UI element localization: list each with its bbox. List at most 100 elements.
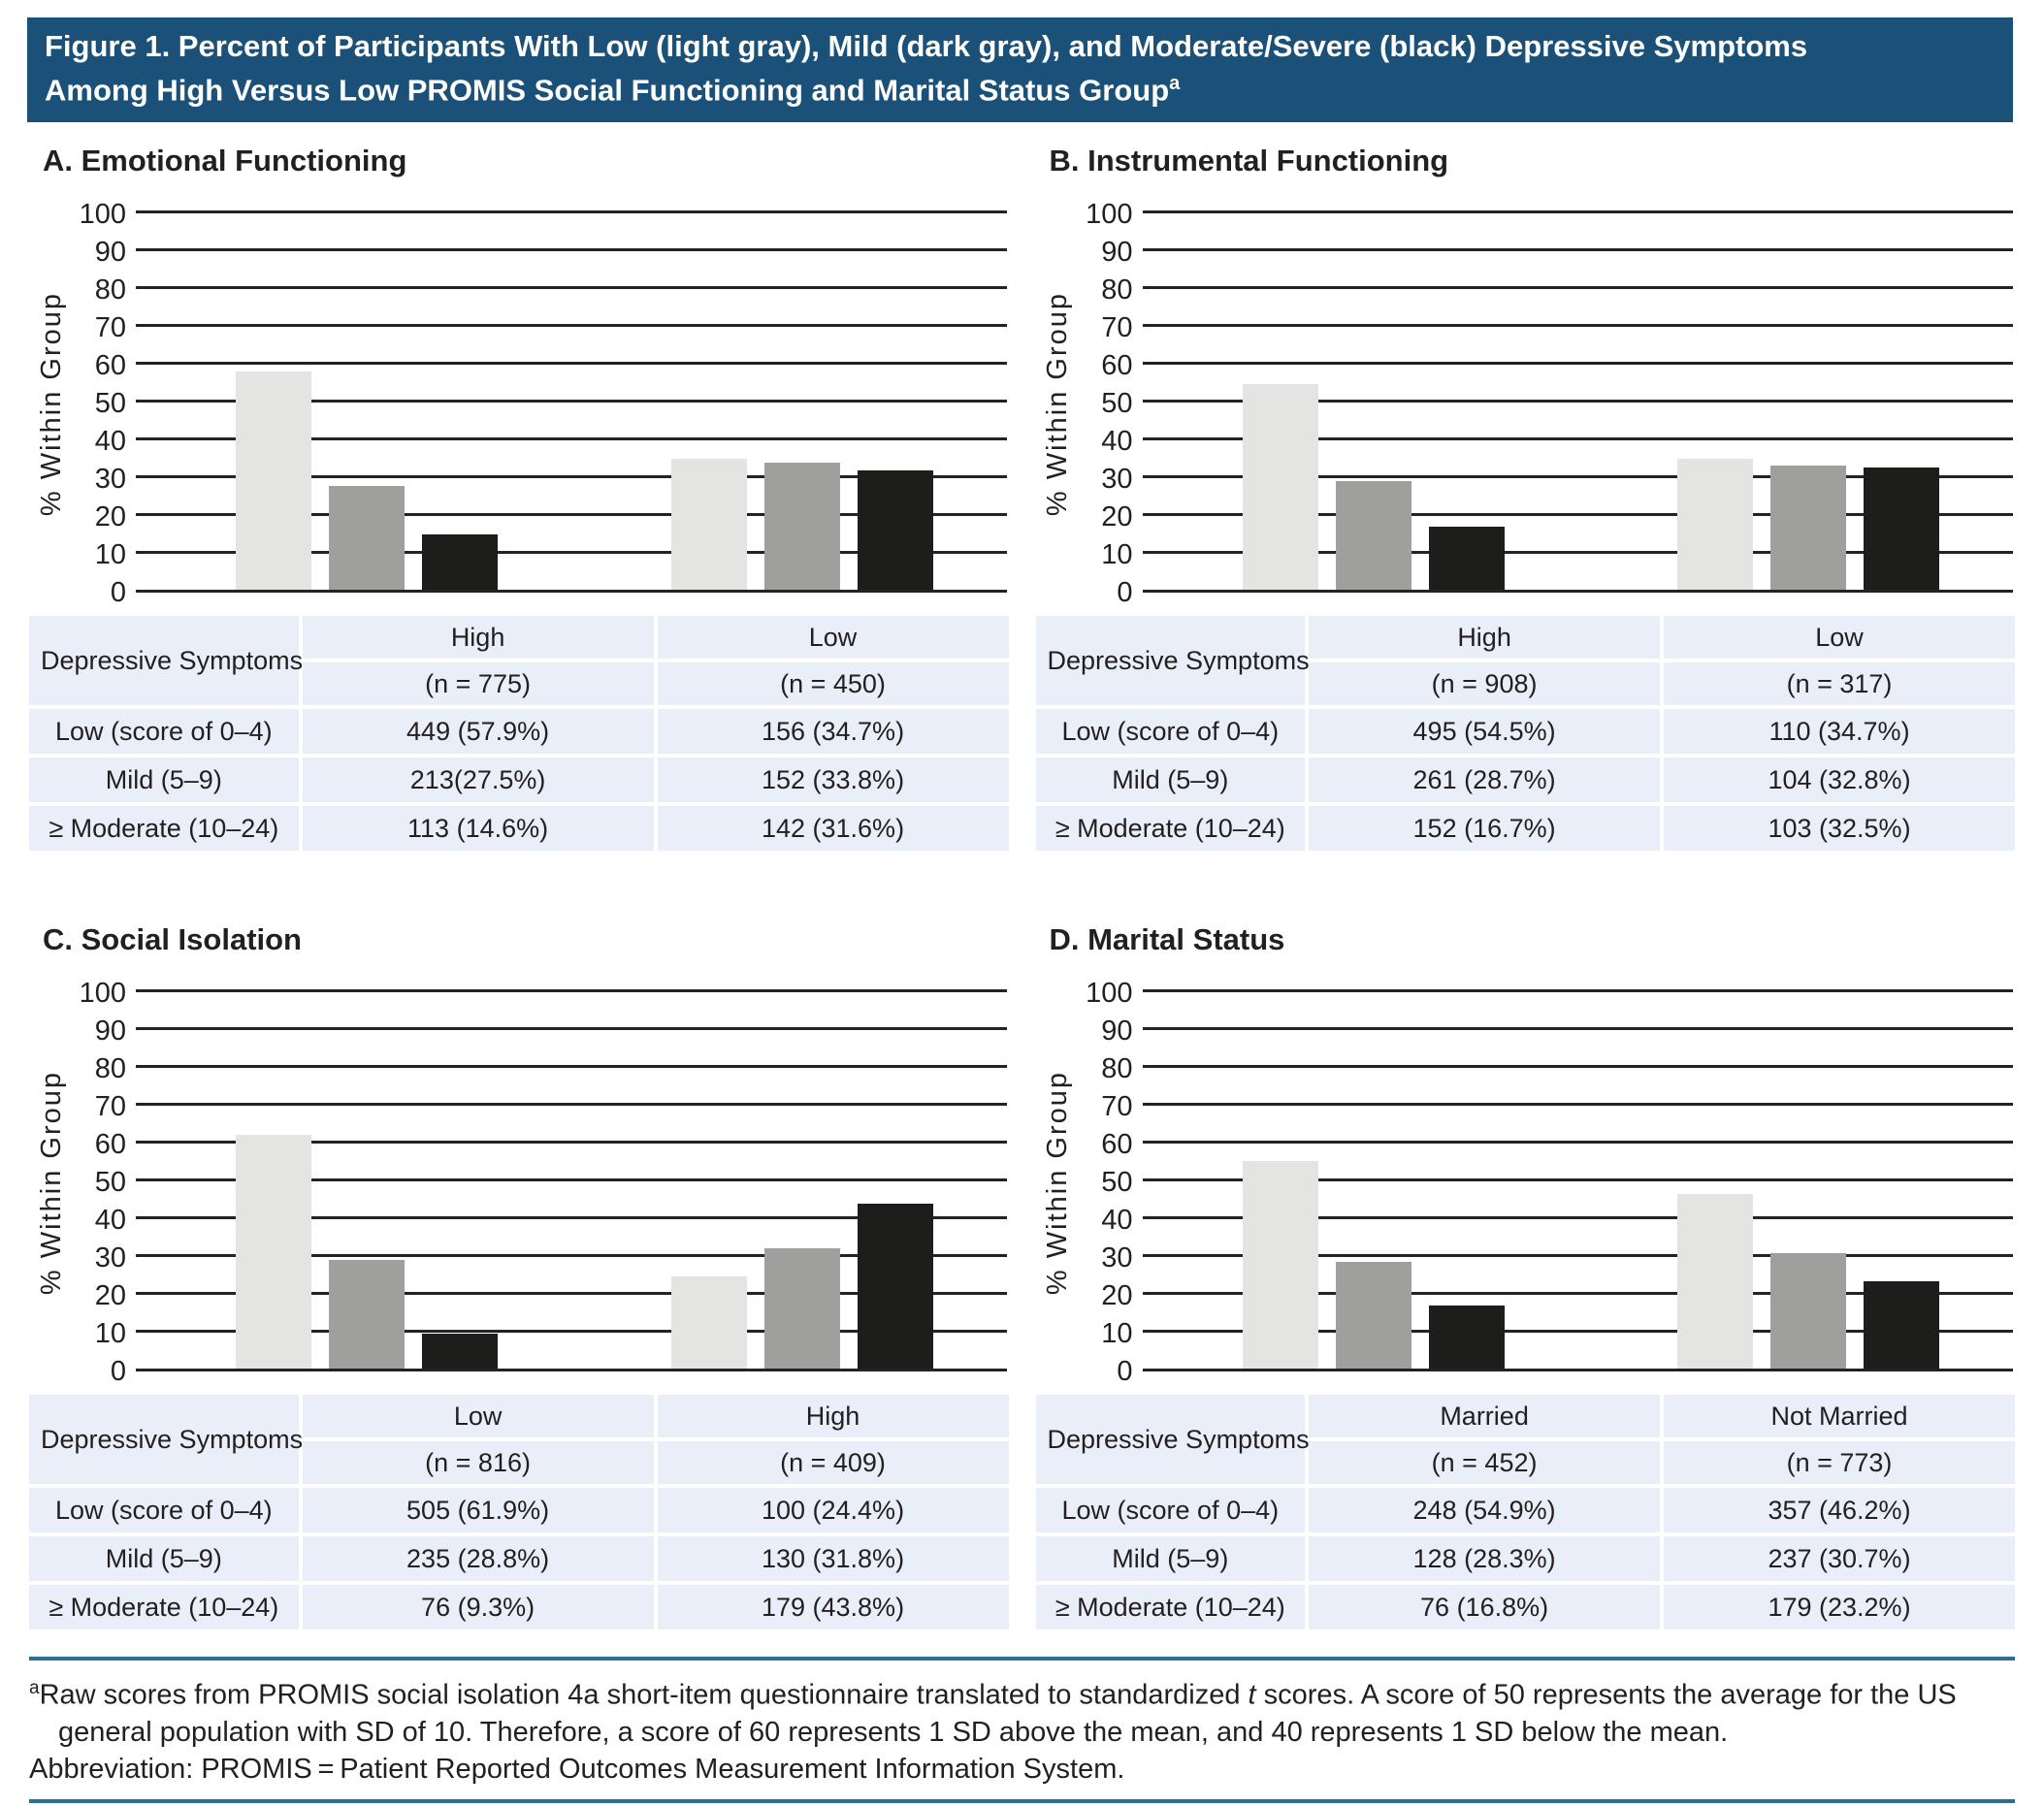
gridline: [1142, 474, 2013, 478]
bar-group-low: [670, 459, 933, 591]
gridline: [1142, 210, 2013, 213]
table-row-label: Mild (5–9): [1035, 1536, 1306, 1582]
y-tick-label: 60: [1101, 350, 1133, 382]
table-cell: 179 (23.2%): [1664, 1585, 2015, 1630]
bar-high-mild: [1335, 481, 1411, 591]
bar-not-married-mild: [1770, 1252, 1847, 1370]
bar-low-mild: [1770, 466, 1847, 591]
gridline: [1142, 247, 2013, 251]
y-tick-label: 10: [94, 1318, 126, 1350]
y-tick-label: 40: [1101, 426, 1133, 458]
bar-low-moderate/severe: [857, 470, 933, 591]
bar-group-high: [236, 371, 499, 591]
y-tick-label: 90: [94, 237, 126, 269]
summary-table: Depressive Symptoms High Low (n = 908) (…: [1035, 616, 2015, 852]
bar-low-mild: [329, 1260, 406, 1370]
y-tick-label: 80: [94, 274, 126, 306]
table-col-header: High: [302, 616, 654, 660]
table-row-label: Low (score of 0–4): [29, 709, 299, 755]
bar-high-low: [1242, 383, 1318, 591]
table-cell: 100 (24.4%): [657, 1488, 1009, 1533]
bar-low-moderate/severe: [1864, 467, 1940, 591]
y-tick-label: 80: [1101, 1053, 1133, 1085]
gridline: [1142, 1177, 2013, 1181]
table-cell: 179 (43.8%): [657, 1585, 1009, 1630]
bar-chart: % Within Group 0 10 20 30 40 50 60 70 80 90 100: [29, 978, 1009, 1387]
y-tick-label: 70: [1101, 1091, 1133, 1123]
bar-group-high: [1242, 383, 1505, 591]
table-col-n: (n = 908): [1309, 662, 1661, 706]
y-axis-title-column: % Within Group: [29, 214, 74, 593]
plot-area: [136, 210, 1007, 594]
y-axis-title-column: % Within Group: [1036, 993, 1081, 1371]
panel-title: A. Emotional Functioning: [43, 144, 407, 178]
table-col-header: High: [657, 1395, 1009, 1438]
bar-low-low: [236, 1134, 312, 1370]
gridline: [1142, 1064, 2013, 1068]
table-corner-header: Depressive Symptoms: [1035, 616, 1310, 706]
gridline: [1142, 512, 2013, 516]
bar-group-married: [1242, 1161, 1505, 1370]
table-col-n: (n = 816): [302, 1441, 654, 1485]
gridline: [136, 1291, 1007, 1295]
y-tick-label: 100: [79, 199, 126, 231]
y-tick-label: 20: [1101, 1280, 1133, 1312]
panel-a-emotional-functioning: A. Emotional Functioning % Within Group …: [29, 144, 1009, 852]
gridline: [136, 1140, 1007, 1144]
plot-area: [1142, 988, 2013, 1372]
table-row-label: Low (score of 0–4): [1035, 1488, 1306, 1533]
gridline: [136, 550, 1007, 554]
table-col-n: (n = 409): [657, 1441, 1009, 1485]
y-tick-label: 50: [1101, 1167, 1133, 1199]
gridline: [136, 474, 1007, 478]
table-corner-header: Depressive Symptoms: [1035, 1395, 1310, 1485]
gridline: [136, 399, 1007, 403]
y-tick-label: 60: [1101, 1129, 1133, 1161]
footnote-text: aRaw scores from PROMIS social isolation…: [29, 1661, 2015, 1799]
bar-group-low: [1677, 459, 1940, 591]
gridline: [1142, 1140, 2013, 1144]
footnote-line-1: aRaw scores from PROMIS social isolation…: [29, 1678, 1957, 1711]
y-axis-title: % Within Group: [35, 1070, 67, 1295]
gridline: [1142, 1329, 2013, 1333]
panel-title: B. Instrumental Functioning: [1049, 144, 1449, 178]
table-col-header: High: [1309, 616, 1661, 660]
y-tick-label: 0: [1117, 577, 1133, 609]
y-axis-title: % Within Group: [1042, 1070, 1073, 1295]
table-cell: 110 (34.7%): [1664, 709, 2015, 755]
bar-low-low: [670, 459, 747, 591]
table-corner-header: Depressive Symptoms: [29, 1395, 303, 1485]
y-tick-label: 30: [94, 1242, 126, 1274]
summary-table: Depressive Symptoms Married Not Married …: [1035, 1395, 2015, 1630]
y-axis-title: % Within Group: [1042, 291, 1073, 516]
y-tick-label: 70: [94, 312, 126, 344]
y-tick-label: 20: [1101, 501, 1133, 533]
plot-area: [136, 988, 1007, 1372]
bar-high-moderate/severe: [422, 534, 499, 591]
bar-chart: % Within Group 0 10 20 30 40 50 60 70 80 90 100: [1036, 199, 2016, 608]
table-cell: 130 (31.8%): [657, 1536, 1009, 1582]
table-col-header: Low: [302, 1395, 654, 1438]
gridline: [136, 1064, 1007, 1068]
bar-high-moderate/severe: [857, 1203, 933, 1370]
y-tick-label: 10: [94, 539, 126, 571]
bar-chart: % Within Group 0 10 20 30 40 50 60 70 80 90 100: [29, 199, 1009, 608]
gridline: [1142, 436, 2013, 440]
panel-title: D. Marital Status: [1049, 922, 1285, 957]
bar-married-moderate/severe: [1428, 1305, 1505, 1370]
table-cell: 76 (9.3%): [302, 1585, 654, 1630]
table-row-label: ≥ Moderate (10–24): [1035, 1585, 1306, 1630]
table-row-label: ≥ Moderate (10–24): [29, 1585, 299, 1630]
bar-not-married-moderate/severe: [1864, 1280, 1940, 1370]
panel-grid: A. Emotional Functioning % Within Group …: [29, 122, 2016, 1630]
gridline: [1142, 285, 2013, 289]
table-row-label: Mild (5–9): [29, 758, 299, 803]
gridline: [1142, 1215, 2013, 1219]
y-tick-label: 60: [94, 350, 126, 382]
panel-c-social-isolation: C. Social Isolation % Within Group 0 10 20…: [29, 922, 1009, 1630]
table-col-header: Married: [1309, 1395, 1661, 1438]
gridline: [1142, 988, 2013, 992]
table-col-n: (n = 775): [302, 662, 654, 706]
table-cell: 237 (30.7%): [1664, 1536, 2015, 1582]
y-tick-label: 70: [1101, 312, 1133, 344]
